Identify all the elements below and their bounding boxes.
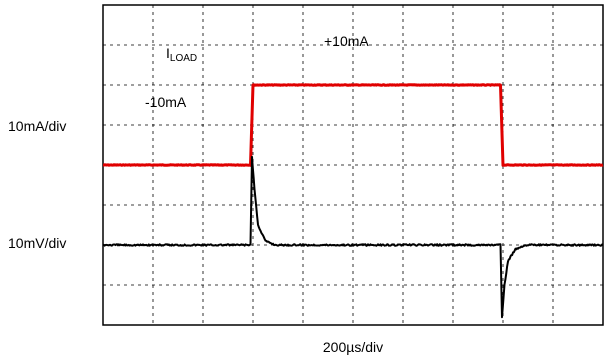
iload-label-main: I: [166, 45, 170, 61]
low-level-label: -10mA: [145, 94, 187, 110]
output-voltage-trace: [102, 155, 604, 319]
channel1-scale-label: 10mA/div: [8, 118, 66, 134]
load-current-trace: [102, 83, 604, 167]
plot-grid: [103, 5, 603, 325]
timebase-label: 200µs/div: [323, 339, 383, 355]
iload-label: ILOAD: [166, 45, 197, 64]
channel2-scale-label: 10mV/div: [8, 235, 66, 251]
plot-traces: [102, 83, 604, 319]
iload-label-subscript: LOAD: [170, 53, 197, 64]
high-level-label: +10mA: [324, 33, 369, 49]
